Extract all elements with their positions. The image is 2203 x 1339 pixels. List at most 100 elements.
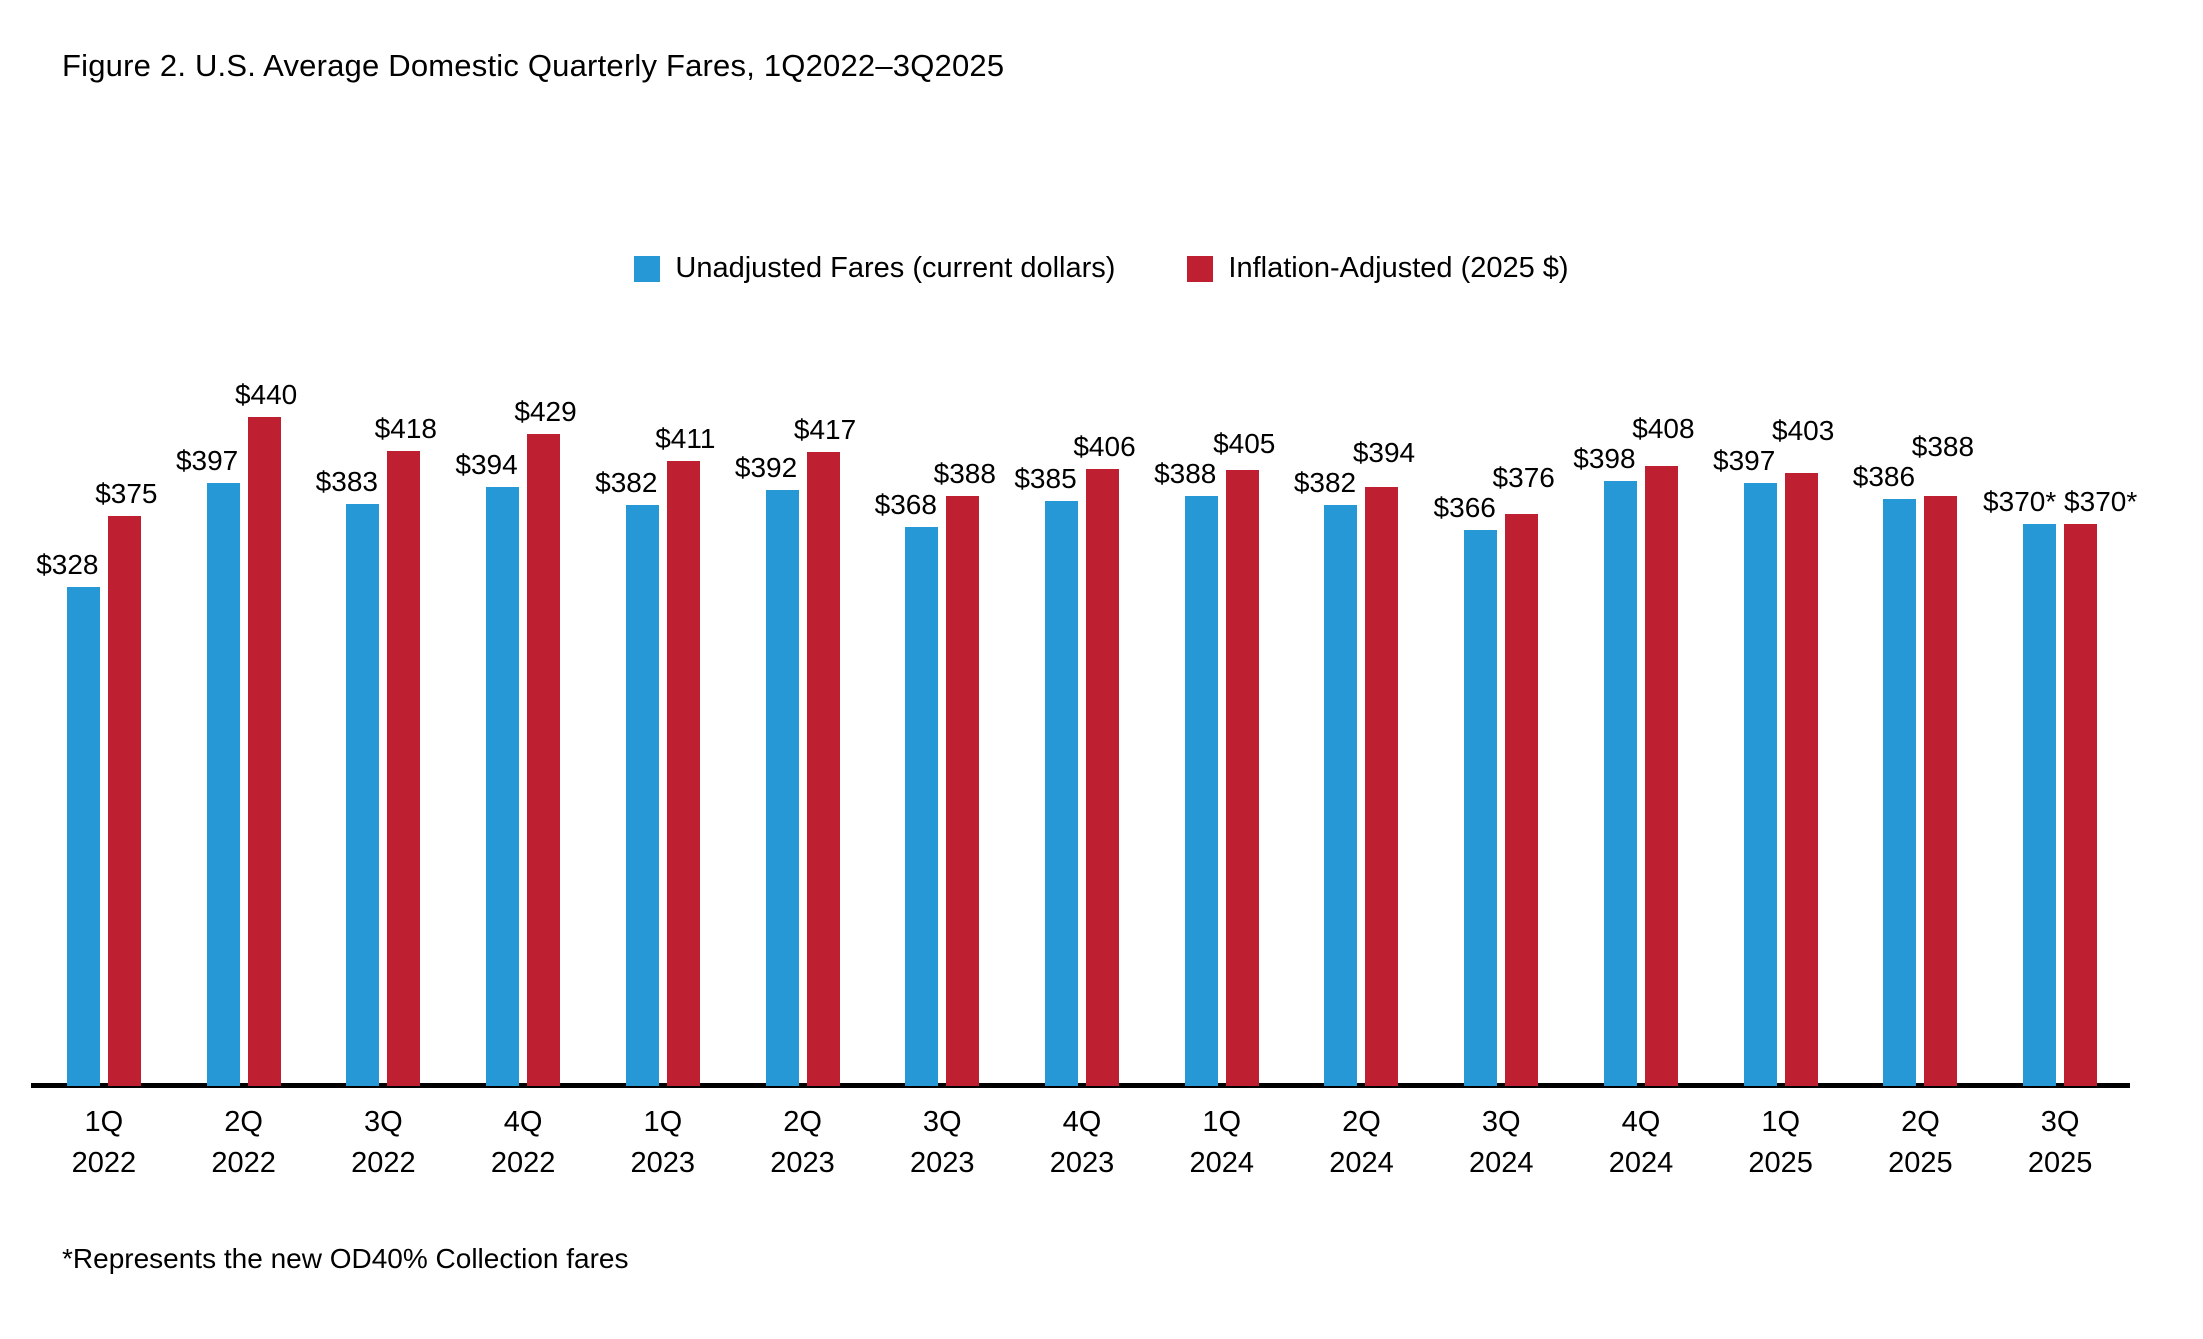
value-label-unadjusted: $386 [1852, 461, 1916, 492]
value-label-inflation-adjusted: $417 [793, 414, 857, 445]
bar-inflation-adjusted [247, 417, 281, 1086]
value-label-unadjusted: $383 [315, 466, 378, 497]
x-axis-label: 3Q 2025 [2027, 1106, 2093, 1180]
bar-pair [1990, 524, 2130, 1086]
value-label-unadjusted: $328 [36, 549, 99, 580]
bar-unadjusted [1464, 530, 1498, 1086]
bar-group: $392 $417 2Q 2023 [733, 290, 873, 1180]
bar-group: $383 $418 3Q 2022 [313, 290, 453, 1180]
bar-unadjusted [486, 487, 520, 1086]
x-axis-label: 2Q 2022 [211, 1106, 276, 1180]
bar-pair [1292, 487, 1432, 1086]
legend-label-unadjusted: Unadjusted Fares (current dollars) [675, 252, 1116, 284]
bar-group: $398 $408 4Q 2024 [1571, 290, 1711, 1180]
bar-group: $385 $406 4Q 2023 [1012, 290, 1152, 1180]
x-axis-label: 4Q 2024 [1608, 1106, 1674, 1180]
bar-inflation-adjusted [1505, 514, 1539, 1086]
value-label-inflation-adjusted: $440 [234, 379, 298, 410]
x-axis-label: 3Q 2024 [1468, 1106, 1534, 1180]
bar-inflation-adjusted [1086, 469, 1119, 1086]
bar-pair [1431, 514, 1571, 1086]
x-axis-label: 2Q 2025 [1888, 1106, 1953, 1180]
x-axis-label: 4Q 2022 [490, 1106, 556, 1180]
bar-group: $366 $376 3Q 2024 [1431, 290, 1571, 1180]
value-label-inflation-adjusted: $418 [374, 413, 437, 444]
bar-unadjusted [346, 504, 380, 1086]
value-label-inflation-adjusted: $411 [655, 423, 716, 454]
bar-pair [174, 417, 314, 1086]
bar-inflation-adjusted [1924, 496, 1958, 1086]
bar-pair [872, 496, 1012, 1086]
value-label-inflation-adjusted: $388 [933, 458, 996, 489]
x-axis-line [31, 1083, 2130, 1088]
value-label-unadjusted: $397 [1713, 445, 1776, 476]
bar-inflation-adjusted [387, 451, 421, 1086]
value-label-unadjusted: $370* [1983, 486, 2057, 517]
bar-pair [1571, 466, 1711, 1086]
legend-item-inflation-adjusted: Inflation-Adjusted (2025 $) [1187, 252, 1569, 285]
value-label-unadjusted: $398 [1573, 443, 1636, 474]
legend-swatch-inflation-adjusted-icon [1187, 255, 1214, 282]
value-label-unadjusted: $368 [874, 489, 937, 520]
bar-unadjusted [1603, 481, 1637, 1086]
x-axis-label: 2Q 2024 [1329, 1106, 1394, 1180]
bar-group: $394 $429 4Q 2022 [453, 290, 593, 1180]
bar-inflation-adjusted [107, 516, 141, 1086]
bar-inflation-adjusted [946, 496, 980, 1086]
bar-inflation-adjusted [1644, 466, 1678, 1086]
bar-unadjusted [625, 505, 659, 1086]
x-axis-label: 2Q 2023 [770, 1106, 835, 1180]
bar-inflation-adjusted [527, 434, 561, 1086]
bar-inflation-adjusted [1784, 473, 1818, 1086]
bar-inflation-adjusted [1225, 470, 1259, 1086]
x-axis-label: 4Q 2023 [1049, 1106, 1115, 1180]
value-label-unadjusted: $382 [595, 467, 658, 498]
value-label-inflation-adjusted: $408 [1632, 413, 1695, 444]
bar-inflation-adjusted [806, 452, 840, 1086]
bar-pair [593, 461, 733, 1086]
bar-group: $386 $388 2Q 2025 [1851, 290, 1991, 1180]
bar-unadjusted [905, 527, 939, 1086]
bar-pair [1012, 469, 1152, 1086]
bar-unadjusted [1743, 483, 1777, 1086]
value-label-inflation-adjusted: $375 [95, 478, 158, 509]
value-label-inflation-adjusted: $376 [1492, 462, 1555, 493]
bar-unadjusted [765, 490, 799, 1086]
value-label-unadjusted: $394 [455, 449, 518, 480]
bar-pair [1711, 473, 1851, 1086]
value-label-inflation-adjusted: $403 [1772, 415, 1835, 446]
value-label-inflation-adjusted: $406 [1073, 431, 1136, 462]
x-axis-label: 1Q 2025 [1748, 1106, 1813, 1180]
bar-group: $382 $394 2Q 2024 [1292, 290, 1432, 1180]
chart-legend: Unadjusted Fares (current dollars) Infla… [0, 252, 2203, 285]
bar-group: $328 $375 1Q 2022 [34, 290, 174, 1180]
value-label-inflation-adjusted: $388 [1911, 431, 1975, 462]
bar-group: $368 $388 3Q 2023 [872, 290, 1012, 1180]
bar-unadjusted [2023, 524, 2057, 1086]
value-label-unadjusted: $392 [734, 452, 798, 483]
bar-pair [733, 452, 873, 1086]
legend-label-inflation-adjusted: Inflation-Adjusted (2025 $) [1228, 252, 1569, 284]
bar-inflation-adjusted [2064, 524, 2098, 1086]
bar-pair [34, 516, 174, 1086]
figure-title: Figure 2. U.S. Average Domestic Quarterl… [62, 48, 1005, 83]
value-label-unadjusted: $382 [1293, 467, 1357, 498]
bar-group: $382 $411 1Q 2023 [593, 290, 733, 1180]
bar-unadjusted [206, 483, 240, 1086]
x-axis-label: 1Q 2022 [71, 1106, 137, 1180]
value-label-inflation-adjusted: $429 [514, 396, 577, 427]
plot-area: $328 $375 1Q 2022 $397 $440 2Q 2022 $383 $418 3Q… [31, 290, 2137, 1180]
value-label-unadjusted: $397 [175, 445, 239, 476]
bar-group: $388 $405 1Q 2024 [1152, 290, 1292, 1180]
footnote: *Represents the new OD40% Collection far… [62, 1243, 629, 1274]
bar-pair [1851, 496, 1991, 1086]
bar-unadjusted [1883, 499, 1917, 1086]
x-axis-label: 1Q 2024 [1189, 1106, 1254, 1180]
bar-pair [1152, 470, 1292, 1086]
bar-unadjusted [1324, 505, 1358, 1086]
legend-swatch-unadjusted-icon [634, 255, 661, 282]
bar-group: $370* $370* 3Q 2025 [1983, 290, 2137, 1180]
x-axis-label: 1Q 2023 [630, 1106, 696, 1180]
value-label-inflation-adjusted: $394 [1352, 437, 1416, 468]
bar-group: $397 $403 1Q 2025 [1711, 290, 1851, 1180]
